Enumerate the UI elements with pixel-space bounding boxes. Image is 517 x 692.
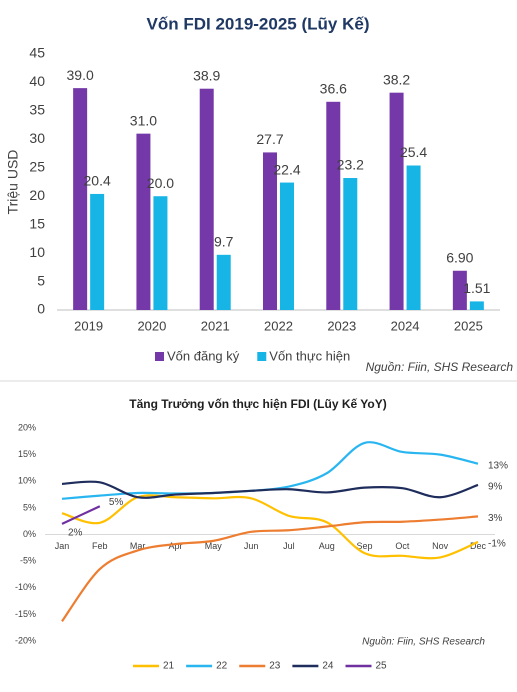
data-label: 36.6 — [320, 80, 347, 96]
y-tick-label: 5 — [37, 272, 45, 288]
data-label: 39.0 — [67, 67, 94, 83]
bar — [389, 92, 404, 310]
x-tick-label: Jun — [244, 541, 259, 551]
data-label: 6.90 — [446, 249, 473, 265]
y-tick-label: 15% — [18, 449, 36, 459]
bar — [326, 101, 341, 310]
bar — [90, 193, 105, 310]
bar — [153, 196, 168, 310]
data-label: 2% — [68, 527, 83, 538]
x-tick-label: Oct — [395, 541, 410, 551]
legend-swatch — [155, 352, 164, 361]
y-tick-label: 0% — [23, 529, 36, 539]
bar — [406, 165, 421, 310]
x-tick-label: Feb — [92, 541, 108, 551]
series-line — [61, 480, 479, 499]
x-tick-label: Jul — [283, 541, 295, 551]
y-tick-label: -10% — [15, 582, 36, 592]
legend-label: 21 — [163, 661, 175, 672]
bar — [343, 178, 358, 310]
x-tick-label: 2023 — [327, 318, 356, 333]
data-label: 20.4 — [84, 173, 111, 189]
legend-label: 25 — [376, 661, 388, 672]
bar — [216, 254, 231, 310]
x-tick-label: 2019 — [74, 318, 103, 333]
legend-label: 24 — [322, 661, 334, 672]
x-tick-label: 2021 — [201, 318, 230, 333]
legend-label: 22 — [216, 661, 228, 672]
bar — [469, 301, 484, 310]
data-label: 3% — [488, 513, 503, 524]
series-line — [61, 515, 479, 622]
data-label: -1% — [488, 539, 506, 550]
y-tick-label: 10% — [18, 476, 36, 486]
series-line — [61, 494, 479, 560]
y-tick-label: 20 — [29, 187, 45, 203]
x-tick-label: 2022 — [264, 318, 293, 333]
x-tick-label: Aug — [319, 541, 335, 551]
bar — [280, 182, 294, 310]
series-line — [61, 505, 101, 525]
y-tick-label: -20% — [15, 635, 36, 645]
x-tick-label: 2025 — [454, 318, 483, 333]
y-tick-label: -15% — [15, 609, 36, 619]
source-note: Nguồn: Fiin, SHS Research — [366, 360, 514, 374]
data-label: 25.4 — [400, 144, 427, 160]
x-tick-label: Apr — [168, 541, 182, 551]
chart-title: Tăng Trưởng vốn thực hiện FDI (Lũy Kế Yo… — [129, 397, 386, 411]
data-label: 9.7 — [214, 234, 234, 250]
data-label: 38.2 — [383, 71, 410, 87]
legend-label: 23 — [269, 661, 281, 672]
data-label: 1.51 — [463, 280, 490, 296]
y-tick-label: 30 — [29, 130, 45, 146]
data-label: 27.7 — [256, 131, 283, 147]
x-tick-label: 2020 — [137, 318, 166, 333]
x-tick-label: Mar — [130, 541, 146, 551]
data-label: 20.0 — [147, 175, 174, 191]
x-tick-label: Sep — [357, 541, 373, 551]
data-label: 9% — [488, 482, 503, 493]
y-tick-label: 15 — [29, 215, 45, 231]
legend-label: Vốn thực hiện — [269, 348, 350, 363]
bar — [452, 270, 467, 310]
data-label: 13% — [488, 460, 508, 471]
data-label: 5% — [109, 497, 124, 508]
bar — [73, 88, 88, 310]
data-label: 38.9 — [193, 67, 220, 83]
y-tick-label: 40 — [29, 73, 45, 89]
chart-title: Vốn FDI 2019-2025 (Lũy Kế) — [147, 14, 370, 33]
data-label: 23.2 — [337, 157, 364, 173]
y-tick-label: 10 — [29, 244, 45, 260]
x-tick-label: Nov — [432, 541, 449, 551]
y-tick-label: 35 — [29, 102, 45, 118]
y-tick-label: 20% — [18, 422, 36, 432]
data-label: 22.4 — [273, 161, 300, 177]
legend-label: Vốn đăng ký — [167, 348, 240, 363]
bar — [263, 152, 277, 310]
x-tick-label: Dec — [470, 541, 487, 551]
x-tick-label: May — [205, 541, 223, 551]
y-tick-label: 0 — [37, 301, 45, 317]
y-axis-label: Triệu USD — [5, 150, 21, 215]
x-tick-label: 2024 — [391, 318, 420, 333]
source-note: Nguồn: Fiin, SHS Research — [362, 636, 485, 648]
x-tick-label: Jan — [55, 541, 70, 551]
data-label: 31.0 — [130, 112, 157, 128]
bar — [199, 88, 214, 310]
legend-swatch — [257, 352, 267, 361]
y-tick-label: 45 — [29, 45, 45, 61]
bar — [136, 133, 151, 310]
y-tick-label: 5% — [23, 502, 36, 512]
y-tick-label: 25 — [29, 158, 45, 174]
y-tick-label: -5% — [20, 556, 36, 566]
